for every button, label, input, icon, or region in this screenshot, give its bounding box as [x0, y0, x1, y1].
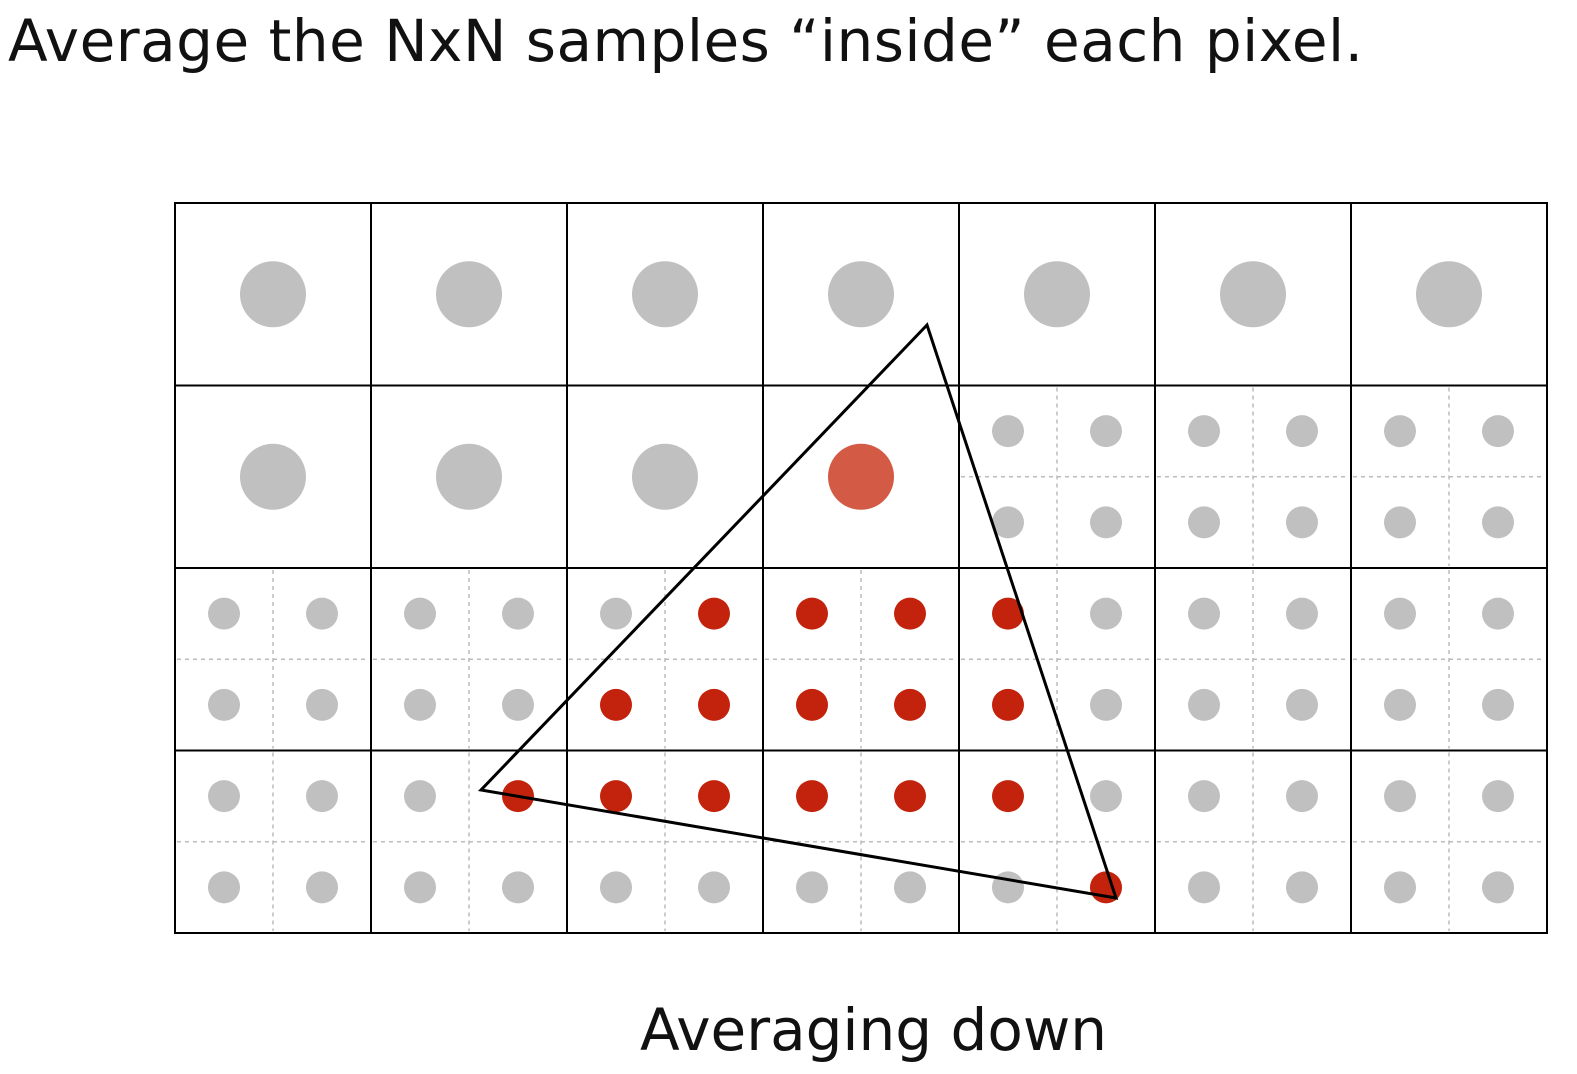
uncovered-sample-point [1482, 415, 1514, 448]
covered-sample-point [796, 688, 828, 721]
uncovered-sample-point [1090, 780, 1122, 813]
pixel-sample-point [436, 443, 502, 510]
pixel-sample-point [240, 261, 306, 328]
covered-sample-point [894, 688, 926, 721]
uncovered-sample-point [1188, 780, 1220, 813]
pixel-cell [1350, 749, 1548, 934]
uncovered-sample-point [1090, 415, 1122, 448]
uncovered-sample-point [404, 871, 436, 904]
pixel-sample-point [1024, 261, 1090, 328]
uncovered-sample-point [306, 688, 338, 721]
uncovered-sample-point [1482, 688, 1514, 721]
covered-sample-point [698, 780, 730, 813]
uncovered-sample-point [1482, 780, 1514, 813]
uncovered-sample-point [1286, 415, 1318, 448]
uncovered-sample-point [894, 871, 926, 904]
sample-points [208, 261, 1514, 904]
uncovered-sample-point [1384, 415, 1416, 448]
slide-title: Average the NxN samples “inside” each pi… [8, 7, 1364, 75]
uncovered-sample-point [1188, 597, 1220, 630]
covered-sample-point [796, 597, 828, 630]
uncovered-sample-point [208, 871, 240, 904]
uncovered-sample-point [502, 688, 534, 721]
uncovered-sample-point [698, 871, 730, 904]
uncovered-sample-point [1482, 597, 1514, 630]
covered-sample-point [600, 780, 632, 813]
diagram-caption: Averaging down [639, 996, 1108, 1064]
uncovered-sample-point [600, 597, 632, 630]
uncovered-sample-point [1090, 688, 1122, 721]
covered-sample-point [796, 780, 828, 813]
pixel-sample-point [1220, 261, 1286, 328]
uncovered-sample-point [600, 871, 632, 904]
uncovered-sample-point [306, 871, 338, 904]
uncovered-sample-point [992, 506, 1024, 539]
uncovered-sample-point [1286, 871, 1318, 904]
uncovered-sample-point [1482, 871, 1514, 904]
pixel-sample-point [632, 443, 698, 510]
covered-sample-point [992, 597, 1024, 630]
uncovered-sample-point [306, 597, 338, 630]
pixel-grid-lines [174, 202, 1548, 934]
uncovered-sample-point [1482, 506, 1514, 539]
pixel-sample-point [240, 443, 306, 510]
pixel-sample-point [436, 261, 502, 328]
uncovered-sample-point [992, 415, 1024, 448]
uncovered-sample-point [1384, 780, 1416, 813]
uncovered-sample-point [208, 688, 240, 721]
uncovered-sample-point [1384, 871, 1416, 904]
uncovered-sample-point [1286, 688, 1318, 721]
covered-sample-point [698, 597, 730, 630]
uncovered-sample-point [208, 597, 240, 630]
uncovered-sample-point [1384, 597, 1416, 630]
covered-sample-point [698, 688, 730, 721]
uncovered-sample-point [1090, 597, 1122, 630]
uncovered-sample-point [1286, 780, 1318, 813]
uncovered-sample-point [796, 871, 828, 904]
covered-sample-point [600, 688, 632, 721]
uncovered-sample-point [1188, 506, 1220, 539]
averaged-pixel-sample [828, 443, 894, 510]
subpixel-dashed-lines [177, 387, 1545, 931]
uncovered-sample-point [1188, 688, 1220, 721]
uncovered-sample-point [1188, 415, 1220, 448]
uncovered-sample-point [1286, 506, 1318, 539]
uncovered-sample-point [404, 597, 436, 630]
pixel-sample-point [1416, 261, 1482, 328]
uncovered-sample-point [306, 780, 338, 813]
uncovered-sample-point [502, 871, 534, 904]
covered-sample-point [992, 688, 1024, 721]
uncovered-sample-point [404, 688, 436, 721]
uncovered-sample-point [1286, 597, 1318, 630]
uncovered-sample-point [404, 780, 436, 813]
uncovered-sample-point [992, 871, 1024, 904]
covered-sample-point [894, 597, 926, 630]
uncovered-sample-point [1384, 688, 1416, 721]
covered-sample-point [894, 780, 926, 813]
uncovered-sample-point [208, 780, 240, 813]
uncovered-sample-point [1384, 506, 1416, 539]
uncovered-sample-point [502, 597, 534, 630]
uncovered-sample-point [1188, 871, 1220, 904]
uncovered-sample-point [1090, 506, 1122, 539]
triangle-outline [477, 322, 1119, 900]
covered-sample-point [992, 780, 1024, 813]
pixel-sample-point [632, 261, 698, 328]
pixel-sample-point [828, 261, 894, 328]
